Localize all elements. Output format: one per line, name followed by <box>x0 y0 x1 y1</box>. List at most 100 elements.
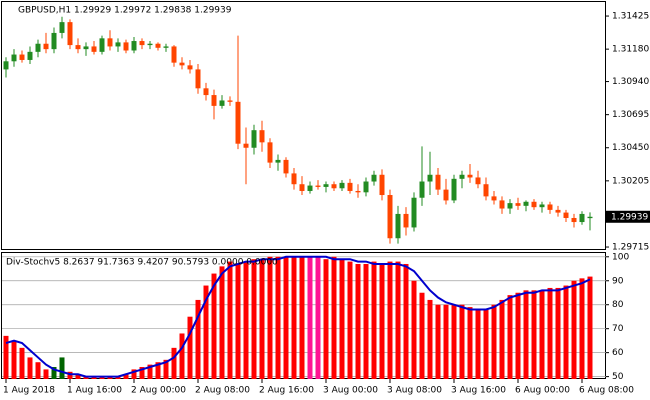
candle-body <box>563 212 569 218</box>
bar <box>203 285 209 379</box>
candle-body <box>347 182 353 191</box>
bar <box>147 364 153 379</box>
candle-body <box>571 217 577 223</box>
y-tick-label: 100 <box>612 252 629 262</box>
candle-body <box>59 22 65 33</box>
bar <box>187 316 193 379</box>
y-tick-label: 80 <box>612 300 624 310</box>
candle-body <box>363 181 369 193</box>
bar <box>35 362 41 379</box>
candle-body <box>35 43 41 52</box>
bar <box>443 304 449 379</box>
bar <box>75 374 81 379</box>
y-tick-label: 1.30695 <box>612 110 649 120</box>
candle-body <box>387 195 393 239</box>
candle-body <box>475 177 481 185</box>
candle-body <box>171 46 177 63</box>
bar <box>27 357 33 379</box>
bar <box>315 256 321 379</box>
bar <box>51 367 57 379</box>
bar <box>115 376 121 379</box>
candle-body <box>179 62 185 66</box>
candle-body <box>539 204 545 208</box>
bar <box>91 376 97 379</box>
x-tick-label: 3 Aug 00:00 <box>323 386 378 396</box>
candle-body <box>315 185 321 187</box>
bar <box>547 287 553 379</box>
bar <box>99 376 105 379</box>
candle-body <box>147 43 153 46</box>
bar <box>155 362 161 379</box>
price-label: 1.29939 <box>611 212 648 222</box>
y-tick-label: 1.31180 <box>612 45 649 55</box>
candle-body <box>99 38 105 52</box>
x-tick-label: 6 Aug 00:00 <box>515 386 570 396</box>
x-tick-label: 1 Aug 16:00 <box>67 386 122 396</box>
bar <box>43 369 49 379</box>
candle-body <box>19 54 25 60</box>
bar <box>219 266 225 379</box>
x-tick-label: 2 Aug 08:00 <box>195 386 250 396</box>
bar <box>3 335 9 379</box>
bar <box>267 256 273 379</box>
candle-body <box>339 182 345 189</box>
bar <box>243 261 249 379</box>
candle-body <box>75 45 81 50</box>
bar <box>163 359 169 379</box>
bar <box>283 256 289 379</box>
candle-body <box>3 61 9 70</box>
candle-body <box>419 181 425 198</box>
y-tick-label: 1.30205 <box>612 176 649 186</box>
bar <box>499 299 505 379</box>
candle-body <box>155 43 161 48</box>
bar <box>67 371 73 379</box>
candle-body <box>507 203 513 209</box>
candle-body <box>491 196 497 201</box>
bar <box>275 256 281 379</box>
bar <box>563 285 569 379</box>
candle-body <box>187 65 193 70</box>
y-tick-label: 90 <box>612 276 624 286</box>
bar <box>459 304 465 379</box>
candle-body <box>235 101 241 144</box>
bar <box>195 299 201 379</box>
bar <box>387 261 393 379</box>
x-tick-label: 1 Aug 2018 <box>3 386 55 396</box>
bar <box>483 309 489 379</box>
price-title: GBPUSD,H1 1.29929 1.29972 1.29838 1.2993… <box>18 6 232 16</box>
candle-body <box>283 159 289 174</box>
candle-body <box>219 100 225 106</box>
candle-body <box>11 54 17 62</box>
bar <box>83 376 89 379</box>
candle-body <box>139 41 145 46</box>
candle-body <box>195 69 201 89</box>
bar <box>171 347 177 379</box>
bar <box>59 357 65 379</box>
candle-body <box>291 173 297 185</box>
candle-body <box>267 142 273 163</box>
candle-body <box>123 42 129 51</box>
candle-body <box>515 203 521 206</box>
candle-body <box>83 46 89 50</box>
candle-body <box>251 130 257 148</box>
candle-body <box>555 209 561 213</box>
candle-body <box>483 184 489 197</box>
bar <box>571 280 577 379</box>
bar <box>379 263 385 379</box>
candle-body <box>443 189 449 201</box>
bar <box>307 256 313 379</box>
x-tick-label: 6 Aug 08:00 <box>579 386 634 396</box>
bar <box>515 292 521 379</box>
y-tick-label: 1.30450 <box>612 143 649 153</box>
bar <box>507 295 513 379</box>
bar <box>299 256 305 379</box>
indicator-title: Div-Stochv5 8.2637 91.7363 9.4207 90.579… <box>6 258 278 268</box>
bar <box>355 263 361 379</box>
bar <box>235 263 241 379</box>
bar <box>451 304 457 379</box>
candle-body <box>115 42 121 47</box>
candle-body <box>411 197 417 228</box>
bar <box>539 290 545 379</box>
bar <box>467 307 473 379</box>
bar <box>347 261 353 379</box>
